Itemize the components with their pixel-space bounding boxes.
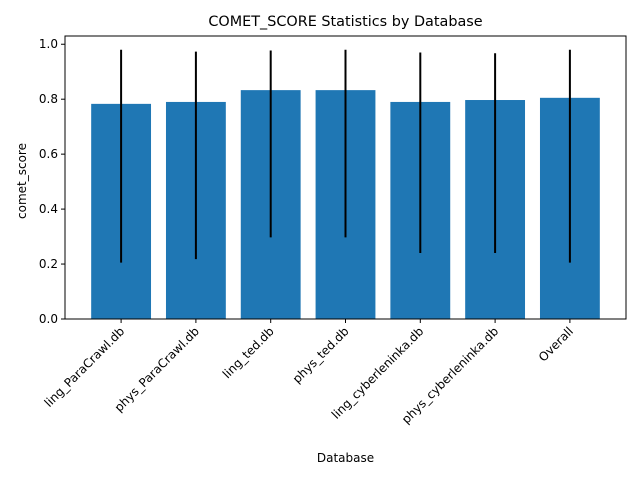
y-tick-label: 0.2 <box>39 257 58 271</box>
x-axis-title: Database <box>317 451 374 465</box>
error-bars-group <box>120 49 571 263</box>
y-tick-label: 0.8 <box>39 92 58 106</box>
y-axis-title: comet_score <box>15 143 29 219</box>
y-tick-label: 0.6 <box>39 147 58 161</box>
y-axis: 0.0 0.2 0.4 0.6 0.8 1.0 <box>39 37 65 326</box>
y-tick-label: 0.4 <box>39 202 58 216</box>
plot-frame <box>64 35 627 320</box>
chart-title: COMET_SCORE Statistics by Database <box>208 14 482 30</box>
y-tick-label: 1.0 <box>39 37 58 51</box>
y-tick-label: 0.0 <box>39 312 58 326</box>
